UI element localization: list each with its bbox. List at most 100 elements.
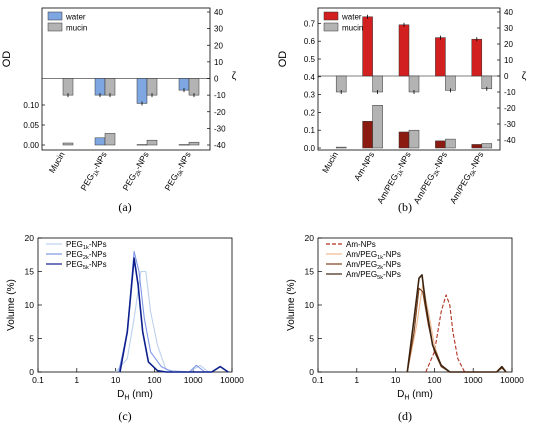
zeta-tick-label: -40: [214, 141, 226, 150]
zeta-tick-label: -20: [214, 108, 226, 117]
od-bar-mucin: [445, 138, 456, 149]
od-bar-water: [178, 144, 190, 146]
zeta-tick-label: 10: [504, 56, 513, 65]
zeta-bar-mucin: [408, 75, 420, 93]
zeta-tick-label: 10: [214, 58, 223, 67]
x-tick-label: 10: [111, 375, 121, 385]
od-tick-label: 0.7: [304, 19, 316, 28]
panel-label-c: (c): [118, 409, 131, 423]
zeta-bar-mucin: [335, 75, 347, 93]
zeta-tick-label: 30: [214, 25, 223, 34]
y-tick-label: 0: [309, 367, 314, 377]
legend-label-1: Am/PEG1k-NPs: [346, 250, 401, 261]
legend-label-mucin: mucin: [342, 24, 363, 33]
zeta-tick-label: 40: [504, 8, 513, 17]
zeta-bar-mucin: [372, 75, 383, 93]
series-line-1: [406, 284, 507, 373]
y-axis-label: Volume (%): [286, 279, 297, 331]
x-tick-label: 1: [354, 375, 359, 385]
legend-label-0: Am-NPs: [346, 240, 376, 249]
x-tick-label: 100: [147, 375, 161, 385]
zeta-bar-water: [471, 38, 483, 77]
legend-swatch-water: [47, 11, 63, 21]
zeta-bar-mucin: [104, 78, 116, 96]
od-tick-label: 0.5: [304, 55, 316, 64]
y-tick-label: 5: [309, 334, 314, 344]
od-bar-mucin: [335, 146, 347, 149]
x-tick-label: 0.1: [312, 375, 324, 385]
od-bar-water: [435, 140, 446, 149]
od-bar-mucin: [146, 139, 158, 146]
zeta-bar-mucin: [188, 78, 200, 96]
od-tick-label: 0.6: [304, 37, 316, 46]
series-line-2: [406, 287, 507, 373]
panel-label-d: (d): [398, 409, 412, 423]
zeta-tick-label: 0: [214, 75, 219, 84]
panel-label-a: (a): [118, 200, 131, 214]
od-tick-label: 0.0: [304, 144, 316, 153]
zeta-bar-water: [435, 37, 446, 77]
category-label: Am-NPs: [352, 150, 376, 182]
zeta-axis-label: ζ: [232, 71, 237, 82]
category-label: Am/PEG2k-NPs: [411, 150, 451, 206]
panel-b: 40 30 20 10 0 -10 -20 -30 -40 ζ 0.0 0.1 0.2 0.3 0.4 0.5…: [277, 7, 527, 206]
panel-d: 0.1 1 10 100 1000 10000 0 5 10 15 20 Volume (%) DH (…: [286, 233, 524, 402]
zeta-tick-label: 20: [504, 40, 513, 49]
od-bar-water: [471, 144, 483, 149]
series-line-3: [406, 274, 507, 373]
category-label: Am/PEG1k-NPs: [375, 150, 415, 206]
zeta-tick-label: 0: [504, 72, 509, 81]
plot-frame: [317, 7, 501, 151]
od-tick-label: 0.10: [23, 101, 39, 110]
panel-c: 0.1 1 10 100 1000 10000 0 5 10 15 20 Volume (%) DH (…: [6, 233, 244, 402]
zeta-tick-label: -10: [504, 88, 516, 97]
zeta-tick-label: 20: [214, 41, 223, 50]
legend-label-2: Am/PEG2k-NPs: [346, 260, 401, 271]
zeta-bar-water: [94, 78, 106, 96]
od-axis-label: OD: [277, 51, 289, 68]
category-label: Mucin: [320, 150, 340, 175]
y-axis-label: Volume (%): [6, 279, 17, 331]
zeta-bar-mucin: [445, 75, 456, 91]
y-tick-label: 10: [305, 300, 315, 310]
od-bar-mucin: [62, 142, 74, 146]
category-label: PEG5k-NPs: [163, 150, 195, 193]
y-tick-label: 15: [305, 267, 315, 277]
od-bar-mucin: [104, 133, 116, 146]
legend-label-1: PEG2k-NPs: [66, 250, 107, 261]
legend-label-water: water: [65, 13, 86, 22]
zeta-bar-mucin: [146, 78, 158, 96]
series-line-0: [425, 294, 466, 373]
zeta-tick-label: -10: [214, 91, 226, 100]
od-tick-label: 0.00: [23, 141, 39, 150]
zeta-tick-label: 40: [214, 8, 223, 17]
od-tick-label: 0.1: [304, 126, 316, 135]
series-line-0: [115, 270, 209, 373]
x-tick-label: 10000: [500, 375, 524, 385]
od-bar-water: [94, 137, 106, 146]
category-label: PEG2k-NPs: [121, 150, 153, 193]
series-line-2: [119, 257, 229, 373]
x-tick-label: 10000: [220, 375, 244, 385]
x-axis-label: DH (nm): [397, 389, 433, 402]
x-tick-label: 1: [74, 375, 79, 385]
zeta-tick-label: -30: [214, 124, 226, 133]
od-bar-mucin: [188, 141, 200, 146]
zeta-bar-water: [136, 78, 148, 104]
x-axis-label: DH (nm): [117, 389, 153, 402]
od-tick-label: 0.4: [304, 73, 316, 82]
category-label: PEG1k-NPs: [79, 150, 111, 193]
zeta-bar-water: [362, 16, 373, 77]
od-tick-label: 0.05: [23, 121, 39, 130]
legend-label-3: Am/PEG5k-NPs: [346, 270, 401, 281]
y-tick-label: 10: [25, 300, 35, 310]
y-tick-label: 5: [29, 334, 34, 344]
category-label: Am/PEG5k-NPs: [448, 150, 488, 206]
od-axis-label: OD: [1, 51, 13, 68]
legend-label-0: PEG1k-NPs: [66, 240, 107, 251]
x-tick-label: 1000: [464, 375, 483, 385]
y-tick-label: 15: [25, 267, 35, 277]
y-tick-label: 0: [29, 367, 34, 377]
od-bar-mucin: [372, 105, 383, 149]
